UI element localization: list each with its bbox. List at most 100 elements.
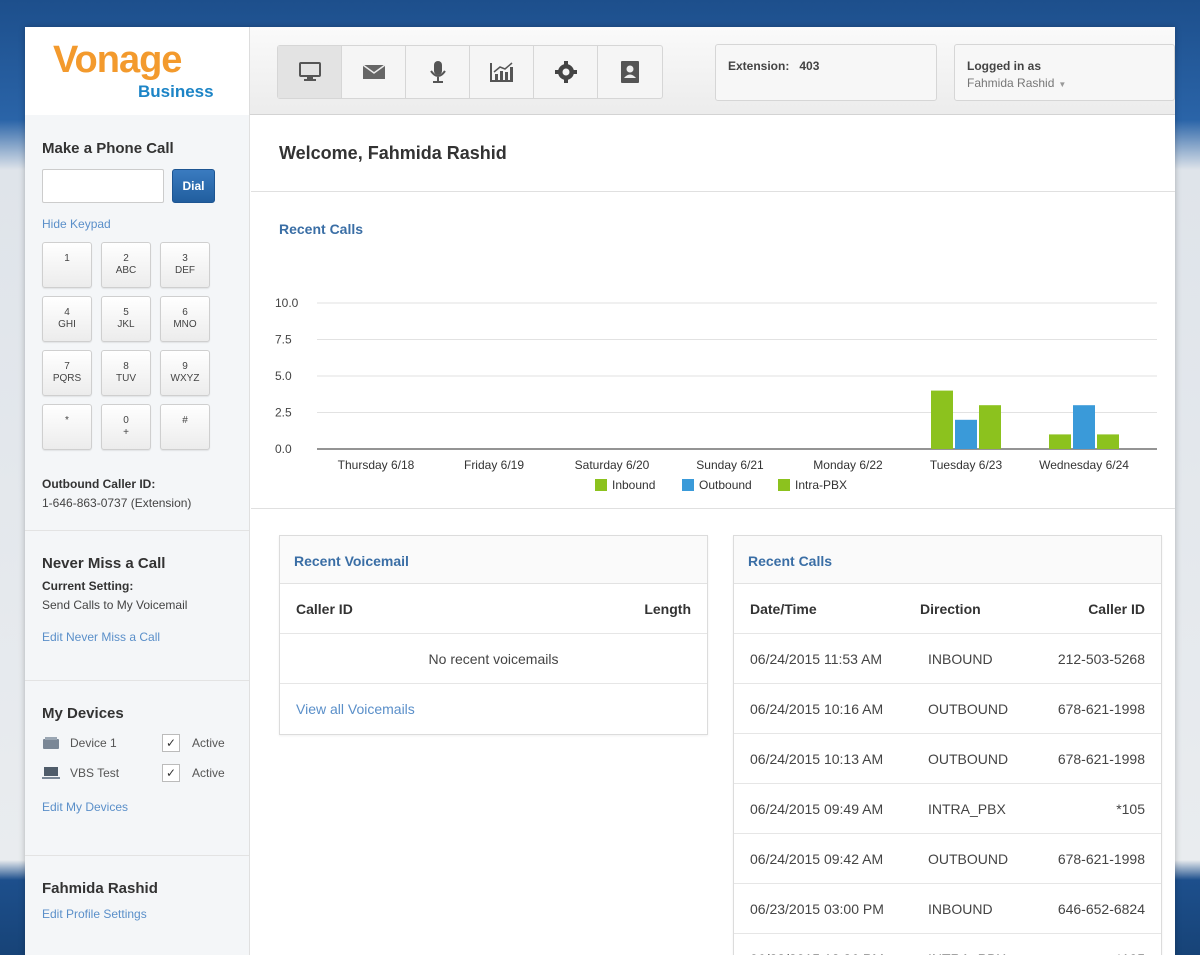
legend-label: Inbound [612,478,655,492]
key-9[interactable]: 9 WXYZ [160,350,210,396]
x-tick-label: Wednesday 6/24 [1039,458,1129,472]
x-tick-label: Friday 6/19 [464,458,524,472]
key-1[interactable]: 1 [42,242,92,288]
key-5[interactable]: 5 JKL [101,296,151,342]
bar-intra-pbx [979,405,1001,449]
nav-messages-button[interactable] [342,46,406,98]
key-letters: WXYZ [170,373,200,384]
never-miss-title: Never Miss a Call [42,555,166,572]
chart-title: Recent Calls [279,221,364,237]
table-row[interactable]: 06/23/2015 03:00 PM INBOUND 646-652-6824 [734,884,1161,934]
voicemail-header-row: Caller ID Length [280,584,707,634]
call-caller-id: *105 [1116,800,1145,817]
bar-inbound [1049,434,1071,449]
no-voicemails-text: No recent voicemails [428,650,559,667]
user-menu[interactable]: Logged in as Fahmida Rashid ▼ [954,44,1175,101]
current-setting-value: Send Calls to My Voicemail [42,598,188,612]
bar-outbound [955,419,977,449]
table-row[interactable]: 06/23/2015 12:36 PMINTRA_PBX*105 [734,934,1161,955]
key-7[interactable]: 7 PQRS [42,350,92,396]
device-active-checkbox[interactable]: ✓ [162,734,180,752]
page-title: Welcome, Fahmida Rashid [251,115,1175,192]
key-digit: 1 [64,253,70,264]
key-3[interactable]: 3 DEF [160,242,210,288]
key-0[interactable]: 0 + [101,404,151,450]
recent-calls-chart: 10.0 7.5 5.0 2.5 0.0 Thursday 6/18 Friday 6/19… [275,296,1157,492]
nav-voicemail-button[interactable] [406,46,470,98]
nav-settings-button[interactable] [534,46,598,98]
key-letters: TUV [116,373,136,384]
never-miss-section: Never Miss a Call Current Setting: Send … [25,531,249,681]
key-digit: 3 [182,253,188,264]
user-name-row: Fahmida Rashid ▼ [967,76,1162,90]
call-direction: INBOUND [928,900,993,917]
device-active-checkbox[interactable]: ✓ [162,764,180,782]
device-name: Device 1 [70,736,117,750]
dial-button[interactable]: Dial [172,169,215,203]
y-tick-label: 10.0 [275,296,299,310]
app-frame: Vonage Business Extension: 4 0 [25,27,1175,955]
outbound-caller-id-value: 1-646-863-0737 (Extension) [42,496,192,510]
my-devices-title: My Devices [42,705,124,722]
x-tick-label: Monday 6/22 [813,458,883,472]
nav-dashboard-button[interactable] [278,46,342,98]
header: Vonage Business Extension: 40 [25,27,1175,115]
y-tick-label: 7.5 [275,333,292,347]
table-row[interactable]: 06/24/2015 09:49 AM INTRA_PBX *105 [734,784,1161,834]
hide-keypad-link[interactable]: Hide Keypad [42,217,111,231]
phone-number-input[interactable] [42,169,164,203]
main-content: Welcome, Fahmida Rashid Recent Calls 10.… [251,115,1175,955]
key-2[interactable]: 2 ABC [101,242,151,288]
key-digit: 0 [123,415,129,426]
x-tick-label: Sunday 6/21 [696,458,764,472]
key-hash[interactable]: # [160,404,210,450]
logo[interactable]: Vonage Business [25,27,250,115]
outbound-caller-id-label: Outbound Caller ID: [42,477,156,491]
key-6[interactable]: 6 MNO [160,296,210,342]
gear-icon [554,61,577,83]
logo-text: Vonage [53,39,182,81]
call-caller-id: 678-621-1998 [1057,750,1145,767]
key-digit: # [182,415,188,426]
call-direction: INTRA_PBX [928,800,1006,817]
y-tick-label: 0.0 [275,442,292,456]
key-star[interactable]: * [42,404,92,450]
logo-subtitle: Business [138,82,214,101]
table-row[interactable]: 06/24/2015 10:13 AM OUTBOUND 678-621-1998 [734,734,1161,784]
envelope-icon [362,64,385,79]
microphone-icon [429,61,446,83]
legend-swatch [778,479,790,491]
device-status: Active [192,766,225,780]
call-direction: INBOUND [928,650,993,667]
contacts-icon [621,61,639,83]
calls-header-row: Date/Time Direction Caller ID [734,584,1161,634]
table-row[interactable]: 06/24/2015 10:16 AM OUTBOUND 678-621-1998 [734,684,1161,734]
edit-never-miss-link[interactable]: Edit Never Miss a Call [42,630,161,644]
edit-devices-link[interactable]: Edit My Devices [42,800,129,814]
chevron-down-icon: ▼ [1058,80,1067,89]
extension-value: 403 [799,59,820,73]
nav-reports-button[interactable] [470,46,534,98]
call-date-time: 06/24/2015 10:13 AM [750,750,884,767]
desktop-icon [298,62,321,81]
key-letters: ABC [115,265,137,276]
key-4[interactable]: 4 GHI [42,296,92,342]
key-letters: MNO [173,319,197,330]
device-name: VBS Test [70,766,120,780]
x-tick-label: Saturday 6/20 [575,458,650,472]
edit-profile-link[interactable]: Edit Profile Settings [42,907,147,921]
calls-table-body: 06/24/2015 11:53 AM INBOUND 212-503-5268 06… [734,634,1161,955]
recent-calls-panel-title: Recent Calls [748,553,833,569]
x-tick-label: Thursday 6/18 [338,458,415,472]
view-all-voicemails-link[interactable]: View all Voicemails [296,701,415,717]
key-8[interactable]: 8 TUV [101,350,151,396]
call-caller-id: 678-621-1998 [1057,850,1145,867]
key-digit: 4 [64,307,70,318]
call-date-time: 06/23/2015 12:36 PM [750,951,920,955]
table-row[interactable]: 06/24/2015 09:42 AM OUTBOUND 678-621-1998 [734,834,1161,884]
nav-contacts-button[interactable] [598,46,662,98]
y-tick-label: 2.5 [275,406,292,420]
make-call-section: Make a Phone Call Dial Hide Keypad 1 2 AB… [25,115,249,531]
x-tick-label: Tuesday 6/23 [930,458,1003,472]
table-row[interactable]: 06/24/2015 11:53 AM INBOUND 212-503-5268 [734,634,1161,684]
